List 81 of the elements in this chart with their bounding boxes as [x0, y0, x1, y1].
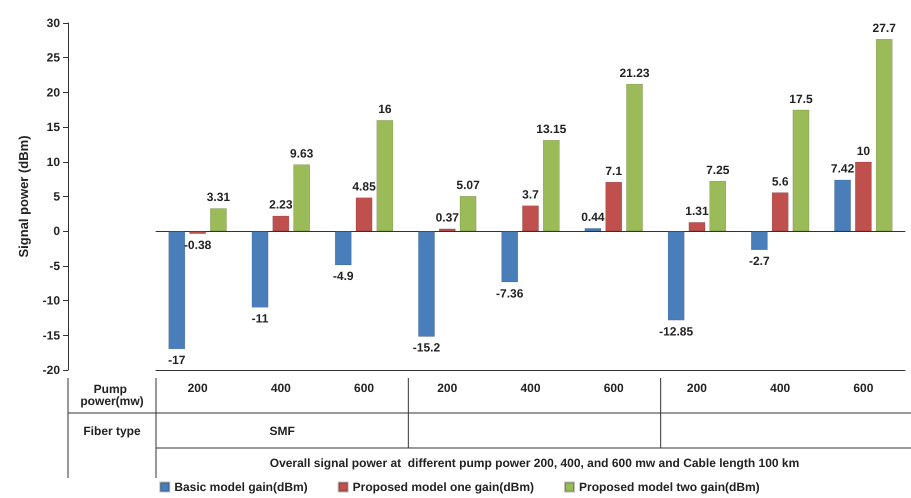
y-tick-label: 20 — [46, 85, 60, 100]
text: Fiber type — [83, 424, 141, 438]
x-tick-label: 600 — [853, 381, 874, 395]
y-tick-label: 5 — [53, 190, 60, 204]
x-tick-label: 200 — [686, 381, 708, 395]
bar — [252, 231, 268, 308]
x-tick-label: 600 — [354, 381, 374, 395]
text: Overall signal power at different pump power 200, 400, and 600 mw and Cable length 100 km — [270, 456, 800, 470]
bar — [709, 180, 726, 232]
data-label: 1.31 — [685, 204, 709, 218]
data-label: 21.23 — [620, 66, 650, 80]
bar — [418, 231, 435, 337]
data-label: 4.85 — [352, 180, 376, 194]
data-label: 5.07 — [456, 178, 480, 192]
bar — [751, 231, 768, 250]
bar — [584, 228, 602, 232]
data-label: -4.9 — [332, 269, 354, 284]
y-tick-label: 25 — [46, 50, 60, 65]
data-label: 2.23 — [269, 198, 293, 212]
bar — [542, 140, 560, 232]
data-label: 27.7 — [872, 20, 896, 35]
y-tick-label: -20 — [42, 363, 60, 377]
bar — [272, 216, 290, 232]
y-tick-label: -10 — [42, 294, 60, 308]
y-tick-label: -5 — [49, 258, 60, 273]
data-label: 16 — [378, 102, 392, 116]
data-label: -15.2 — [412, 340, 440, 355]
y-axis-title: Signal power (dBm) — [16, 135, 31, 258]
bar — [210, 208, 227, 232]
legend-label: Basic model gain(dBm) — [174, 480, 308, 494]
bar — [293, 164, 310, 232]
text: Pump power(mw) — [80, 382, 144, 408]
data-label: -2.7 — [749, 254, 770, 268]
bar — [189, 231, 206, 234]
x-tick-label: 600 — [604, 381, 624, 395]
bar — [460, 196, 476, 232]
bar — [501, 231, 518, 282]
data-label: 7.42 — [830, 162, 855, 176]
text: SMF — [269, 424, 295, 438]
bar — [168, 231, 186, 350]
bar — [834, 180, 851, 232]
bar — [376, 120, 394, 232]
data-label: 9.63 — [290, 146, 314, 160]
data-label: -7.36 — [496, 286, 524, 300]
data-label: 7.25 — [706, 162, 730, 177]
bar — [356, 198, 372, 232]
bar — [792, 110, 810, 232]
legend-label: Proposed model two gain(dBm) — [579, 480, 760, 494]
data-label: 3.7 — [522, 188, 540, 202]
x-tick-label: 400 — [520, 381, 541, 395]
x-tick-label: 400 — [270, 381, 292, 395]
data-label: 0.37 — [436, 210, 460, 225]
x-tick-label: 200 — [437, 381, 458, 395]
data-label: 13.15 — [536, 122, 567, 136]
bar — [772, 192, 788, 232]
bar — [334, 231, 352, 266]
x-tick-label: 200 — [188, 381, 208, 395]
bar — [668, 231, 684, 320]
data-label: -17 — [168, 353, 186, 368]
legend-label: Proposed model one gain(dBm) — [352, 480, 534, 494]
y-tick-label: -15 — [42, 328, 60, 342]
data-label: 5.6 — [772, 174, 789, 188]
data-label: 0.44 — [581, 210, 605, 224]
y-tick-label: 0 — [53, 224, 60, 238]
y-tick-label: 15 — [46, 120, 60, 134]
y-tick-label: 10 — [46, 154, 60, 169]
bar — [855, 162, 872, 232]
bar — [626, 84, 643, 232]
data-label: -12.85 — [659, 324, 694, 338]
y-tick-label: 30 — [46, 16, 60, 30]
bar — [605, 182, 622, 232]
x-tick-label: 400 — [770, 381, 790, 395]
bar — [688, 222, 706, 232]
data-label: 3.31 — [206, 190, 230, 204]
data-label: 7.1 — [605, 164, 622, 178]
data-label: 10 — [856, 144, 870, 158]
bar — [438, 228, 456, 232]
bar — [522, 206, 539, 232]
data-label: 17.5 — [789, 92, 813, 106]
data-label: -11 — [252, 312, 269, 326]
bar — [876, 38, 893, 232]
